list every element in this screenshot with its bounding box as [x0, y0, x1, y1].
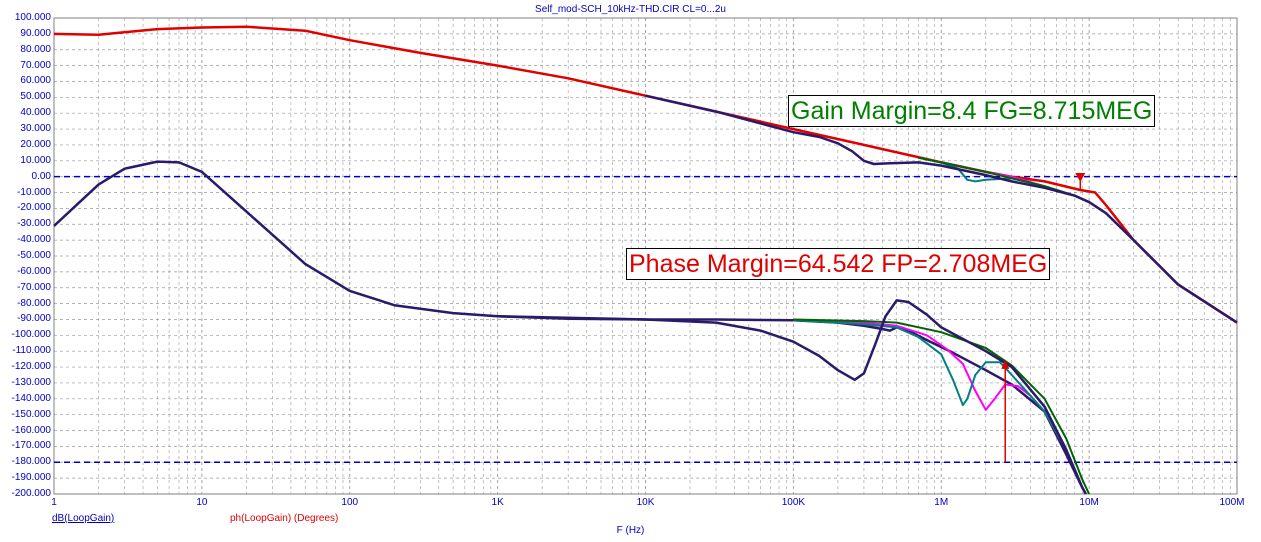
y-tick-label: -20.000	[17, 202, 51, 214]
y-tick-label: -70.000	[17, 281, 51, 293]
x-tick-label: 1	[51, 497, 57, 508]
series-line-navy	[645, 94, 1238, 324]
x-tick-label: 100	[341, 497, 359, 508]
x-tick-label: 10	[196, 497, 208, 508]
legend-db-loopgain[interactable]: dB(LoopGain)	[52, 513, 115, 524]
y-tick-label: -150.000	[11, 408, 51, 420]
phase-margin-marker-arrow	[1001, 359, 1010, 369]
y-tick-label: 100.000	[14, 12, 51, 23]
x-tick-label: 1K	[491, 497, 504, 508]
y-tick-label: -130.000	[11, 376, 51, 388]
x-tick-label: 1M	[934, 497, 949, 508]
gain-margin-marker-arrow	[1075, 172, 1086, 182]
y-tick-label: -120.000	[11, 361, 51, 373]
series-line-green	[793, 318, 1091, 495]
gain-margin-annotation: Gain Margin=8.4 FG=8.715MEG	[788, 95, 1156, 127]
y-tick-label: -180.000	[11, 456, 51, 468]
y-tick-label: -200.000	[11, 488, 51, 499]
legend-phase-loopgain[interactable]: ph(LoopGain) (Degrees)	[230, 513, 339, 524]
y-tick-label: 90.000	[20, 27, 51, 39]
series-line-teal	[793, 319, 1087, 495]
y-tick-label: 60.000	[20, 75, 51, 87]
y-tick-label: -50.000	[17, 250, 51, 261]
y-tick-label: -170.000	[11, 440, 51, 452]
y-tick-label: 20.000	[20, 138, 51, 150]
series-line-navy	[497, 299, 1087, 495]
x-axis-title: F (Hz)	[616, 525, 645, 536]
y-tick-label: -110.000	[12, 345, 51, 357]
y-tick-label: -40.000	[17, 234, 51, 246]
y-tick-label: -30.000	[17, 218, 51, 230]
y-tick-label: -190.000	[11, 472, 51, 484]
y-tick-label: -140.000	[11, 392, 51, 404]
chart-title: Self_mod-SCH_10kHz-THD.CIR CL=0...2u	[535, 4, 726, 15]
plot-frame	[53, 17, 1238, 495]
y-tick-label: 40.000	[20, 107, 51, 119]
y-tick-label: 50.000	[20, 91, 51, 103]
y-tick-label: -80.000	[17, 297, 51, 309]
y-tick-label: -100.000	[11, 329, 51, 341]
y-tick-label: 70.000	[20, 59, 51, 71]
y-tick-label: 10.000	[20, 154, 51, 166]
y-tick-label: 0.00	[31, 170, 51, 182]
y-tick-label: 30.000	[20, 123, 51, 135]
y-tick-label: -160.000	[11, 424, 51, 436]
phase-margin-annotation: Phase Margin=64.542 FP=2.708MEG	[626, 248, 1051, 280]
y-tick-label: -90.000	[17, 313, 51, 325]
y-tick-label: -10.000	[17, 186, 51, 198]
series-line-navy	[53, 160, 1087, 495]
series-line-red	[53, 25, 1238, 324]
x-tick-label: 100K	[781, 497, 806, 508]
y-tick-label: 80.000	[20, 43, 51, 55]
x-tick-label: 10K	[636, 497, 655, 508]
x-tick-label: 10M	[1079, 497, 1099, 508]
x-tick-label: 100M	[1219, 497, 1245, 508]
y-tick-label: -60.000	[17, 265, 51, 277]
